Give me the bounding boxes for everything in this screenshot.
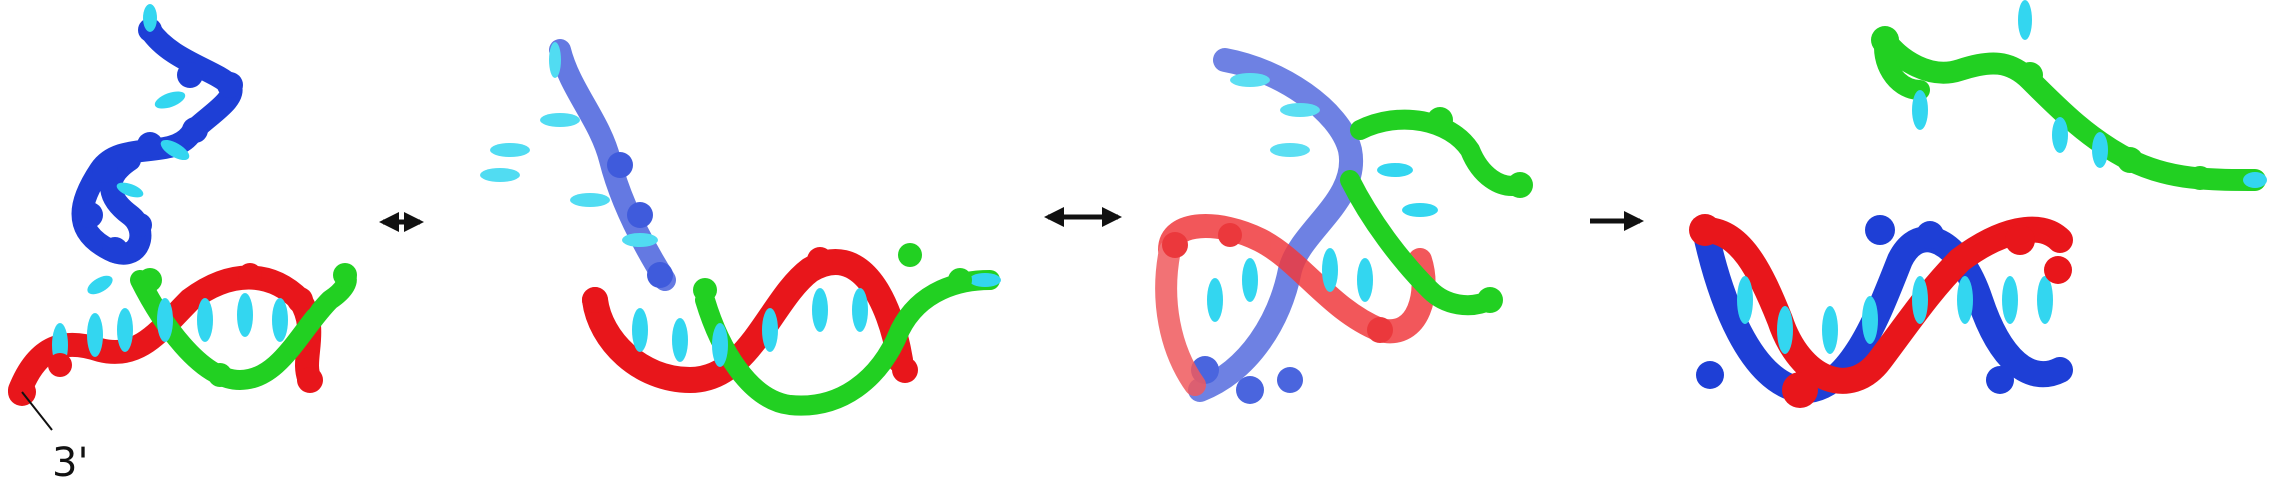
- red-green-duplex: [8, 263, 357, 406]
- blue-strand: [71, 4, 243, 295]
- green-strand: [1871, 0, 2267, 191]
- panel-state-3: [1155, 48, 1533, 404]
- green-strand: [1207, 107, 1533, 322]
- red-green-duplex: [582, 243, 1001, 416]
- blue-strand: [1188, 48, 1364, 404]
- three-prime-pointer: [21, 391, 53, 431]
- panel-state-1: 3': [8, 4, 357, 486]
- three-prime-label: 3': [52, 440, 88, 486]
- blue-strand: [480, 39, 676, 291]
- red-strand: [1155, 214, 1436, 396]
- red-blue-duplex: [1689, 214, 2073, 408]
- panel-state-4: [1689, 0, 2267, 408]
- panel-state-2: [480, 39, 1001, 416]
